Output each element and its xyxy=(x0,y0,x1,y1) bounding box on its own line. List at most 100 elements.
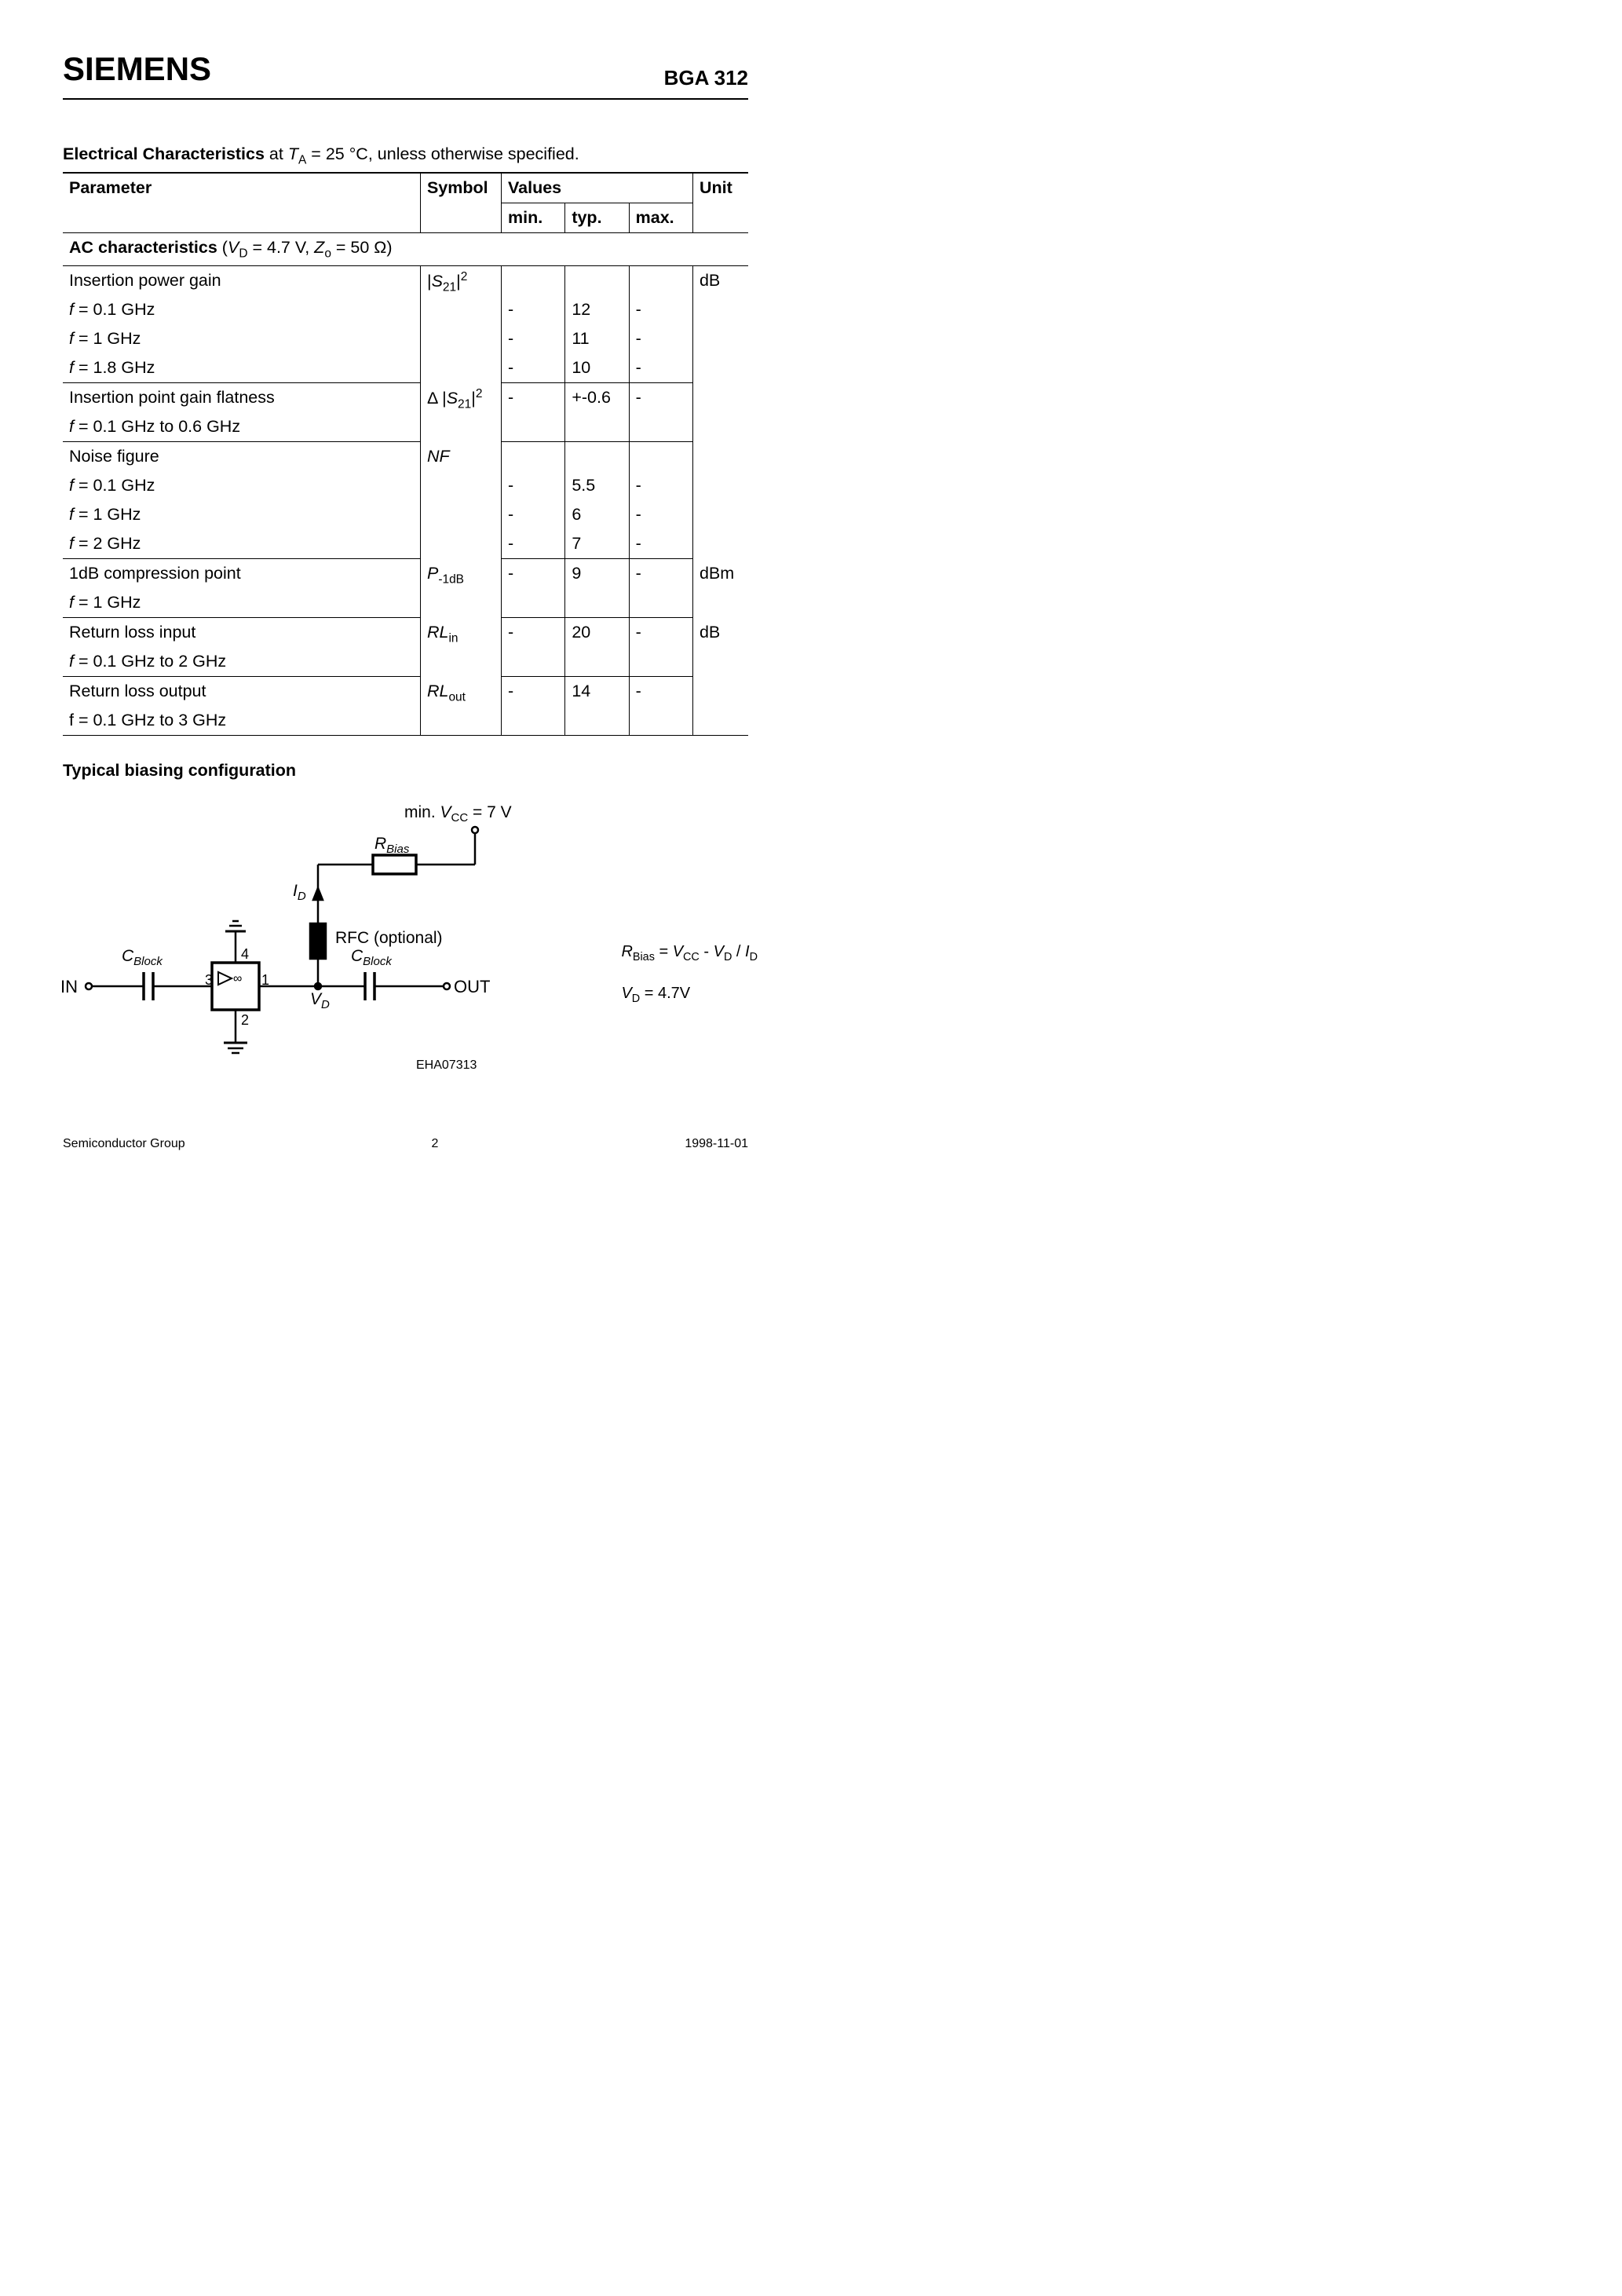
unit-cell: dB xyxy=(692,266,748,383)
max-cell xyxy=(629,706,692,736)
lbl-vcc-min: min. xyxy=(404,803,440,821)
min-cell: - xyxy=(501,324,564,353)
min-cell: - xyxy=(501,529,564,559)
lbl-rbias-sub: Bias xyxy=(386,843,410,856)
ac-end: = 50 Ω) xyxy=(331,238,393,257)
typ-cell: 10 xyxy=(565,353,629,383)
svg-text:CBlock: CBlock xyxy=(122,947,163,968)
max-cell xyxy=(629,647,692,677)
typ-cell xyxy=(565,588,629,618)
svg-text:VD: VD xyxy=(310,990,330,1011)
svg-text:∞: ∞ xyxy=(233,972,242,985)
section-title-bold: Electrical Characteristics xyxy=(63,144,265,163)
typ-cell: 5.5 xyxy=(565,471,629,500)
min-cell: - xyxy=(501,383,564,413)
diagram-code: EHA07313 xyxy=(416,1058,477,1072)
symbol-cell: RLin xyxy=(420,618,501,677)
lbl-cblock-r-sub: Block xyxy=(363,955,393,968)
th-values: Values xyxy=(501,173,692,203)
formula-block: RBias = VCC - VD / ID VD = 4.7V xyxy=(621,931,758,1014)
min-cell xyxy=(501,588,564,618)
characteristics-table: Parameter Symbol Values Unit min. typ. m… xyxy=(63,172,748,736)
param-cell: Return loss input xyxy=(63,618,420,648)
max-cell: - xyxy=(629,559,692,589)
typ-cell: 9 xyxy=(565,559,629,589)
param-cell: Insertion point gain flatness xyxy=(63,383,420,413)
min-cell: - xyxy=(501,559,564,589)
unit-cell: dB xyxy=(692,618,748,677)
symbol-cell: |S21|2 xyxy=(420,266,501,383)
header-rule xyxy=(63,98,748,100)
ac-rest: ( xyxy=(217,238,228,257)
ac-bold: AC characteristics xyxy=(69,238,217,257)
min-cell xyxy=(501,647,564,677)
footer-page: 2 xyxy=(432,1135,439,1153)
min-cell: - xyxy=(501,353,564,383)
typ-cell xyxy=(565,706,629,736)
lbl-vcc-sub: CC xyxy=(451,811,469,824)
symbol-cell: RLout xyxy=(420,677,501,736)
svg-text:RBias: RBias xyxy=(374,835,410,856)
typ-cell: 20 xyxy=(565,618,629,648)
symbol-cell: P-1dB xyxy=(420,559,501,618)
param-sub: f = 0.1 GHz xyxy=(63,295,420,324)
typ-cell: 11 xyxy=(565,324,629,353)
typ-cell xyxy=(565,266,629,296)
lbl-out: OUT xyxy=(454,977,490,996)
ac-zo-sub: o xyxy=(324,247,331,260)
param-sub: f = 1 GHz xyxy=(63,324,420,353)
ac-zo: Z xyxy=(314,238,324,257)
param-sub: f = 1.8 GHz xyxy=(63,353,420,383)
lbl-cblock-r: C xyxy=(351,947,363,965)
th-symbol: Symbol xyxy=(420,173,501,233)
biasing-diagram: ∞ 3 1 2 4 IN O xyxy=(59,790,742,1088)
ac-vd-sub: D xyxy=(239,247,247,260)
formula-rbias: RBias = VCC - VD / ID xyxy=(621,931,758,972)
svg-text:ID: ID xyxy=(293,882,306,903)
max-cell: - xyxy=(629,383,692,413)
symbol-cell: NF xyxy=(420,442,501,559)
max-cell xyxy=(629,412,692,442)
lbl-vcc-end: = 7 V xyxy=(468,803,511,821)
param-sub: f = 0.1 GHz to 0.6 GHz xyxy=(63,412,420,442)
max-cell: - xyxy=(629,618,692,648)
th-max: max. xyxy=(629,203,692,232)
lbl-cblock-l: C xyxy=(122,947,134,965)
lbl-rfc: RFC (optional) xyxy=(335,929,443,947)
min-cell: - xyxy=(501,295,564,324)
th-parameter: Parameter xyxy=(63,173,420,233)
min-cell xyxy=(501,412,564,442)
lbl-rbias: R xyxy=(374,835,386,853)
param-sub: f = 0.1 GHz to 3 GHz xyxy=(63,706,420,736)
typ-cell: 12 xyxy=(565,295,629,324)
typ-cell: 7 xyxy=(565,529,629,559)
typ-cell xyxy=(565,442,629,472)
th-typ: typ. xyxy=(565,203,629,232)
siemens-logo: SIEMENS xyxy=(63,47,211,92)
title-ta: T xyxy=(288,144,298,163)
param-cell: Noise figure xyxy=(63,442,420,472)
param-cell: Return loss output xyxy=(63,677,420,707)
title-cond: = 25 °C, unless otherwise specified. xyxy=(306,144,579,163)
ac-section-row: AC characteristics (VD = 4.7 V, Zo = 50 … xyxy=(63,232,748,265)
unit-cell xyxy=(692,383,748,442)
typ-cell xyxy=(565,412,629,442)
max-cell: - xyxy=(629,529,692,559)
min-cell xyxy=(501,266,564,296)
param-sub: f = 0.1 GHz xyxy=(63,471,420,500)
lbl-cblock-l-sub: Block xyxy=(133,955,163,968)
max-cell xyxy=(629,442,692,472)
svg-text:CBlock: CBlock xyxy=(351,947,393,968)
formula-vd: VD = 4.7V xyxy=(621,973,758,1014)
unit-cell xyxy=(692,677,748,736)
min-cell xyxy=(501,442,564,472)
param-sub: f = 1 GHz xyxy=(63,588,420,618)
th-unit: Unit xyxy=(692,173,748,233)
section-title-rest: at xyxy=(265,144,288,163)
param-sub: f = 0.1 GHz to 2 GHz xyxy=(63,647,420,677)
section-title: Electrical Characteristics at TA = 25 °C… xyxy=(63,143,748,169)
lbl-id-sub: D xyxy=(298,890,306,903)
param-cell: 1dB compression point xyxy=(63,559,420,589)
typ-cell: +-0.6 xyxy=(565,383,629,413)
max-cell: - xyxy=(629,295,692,324)
